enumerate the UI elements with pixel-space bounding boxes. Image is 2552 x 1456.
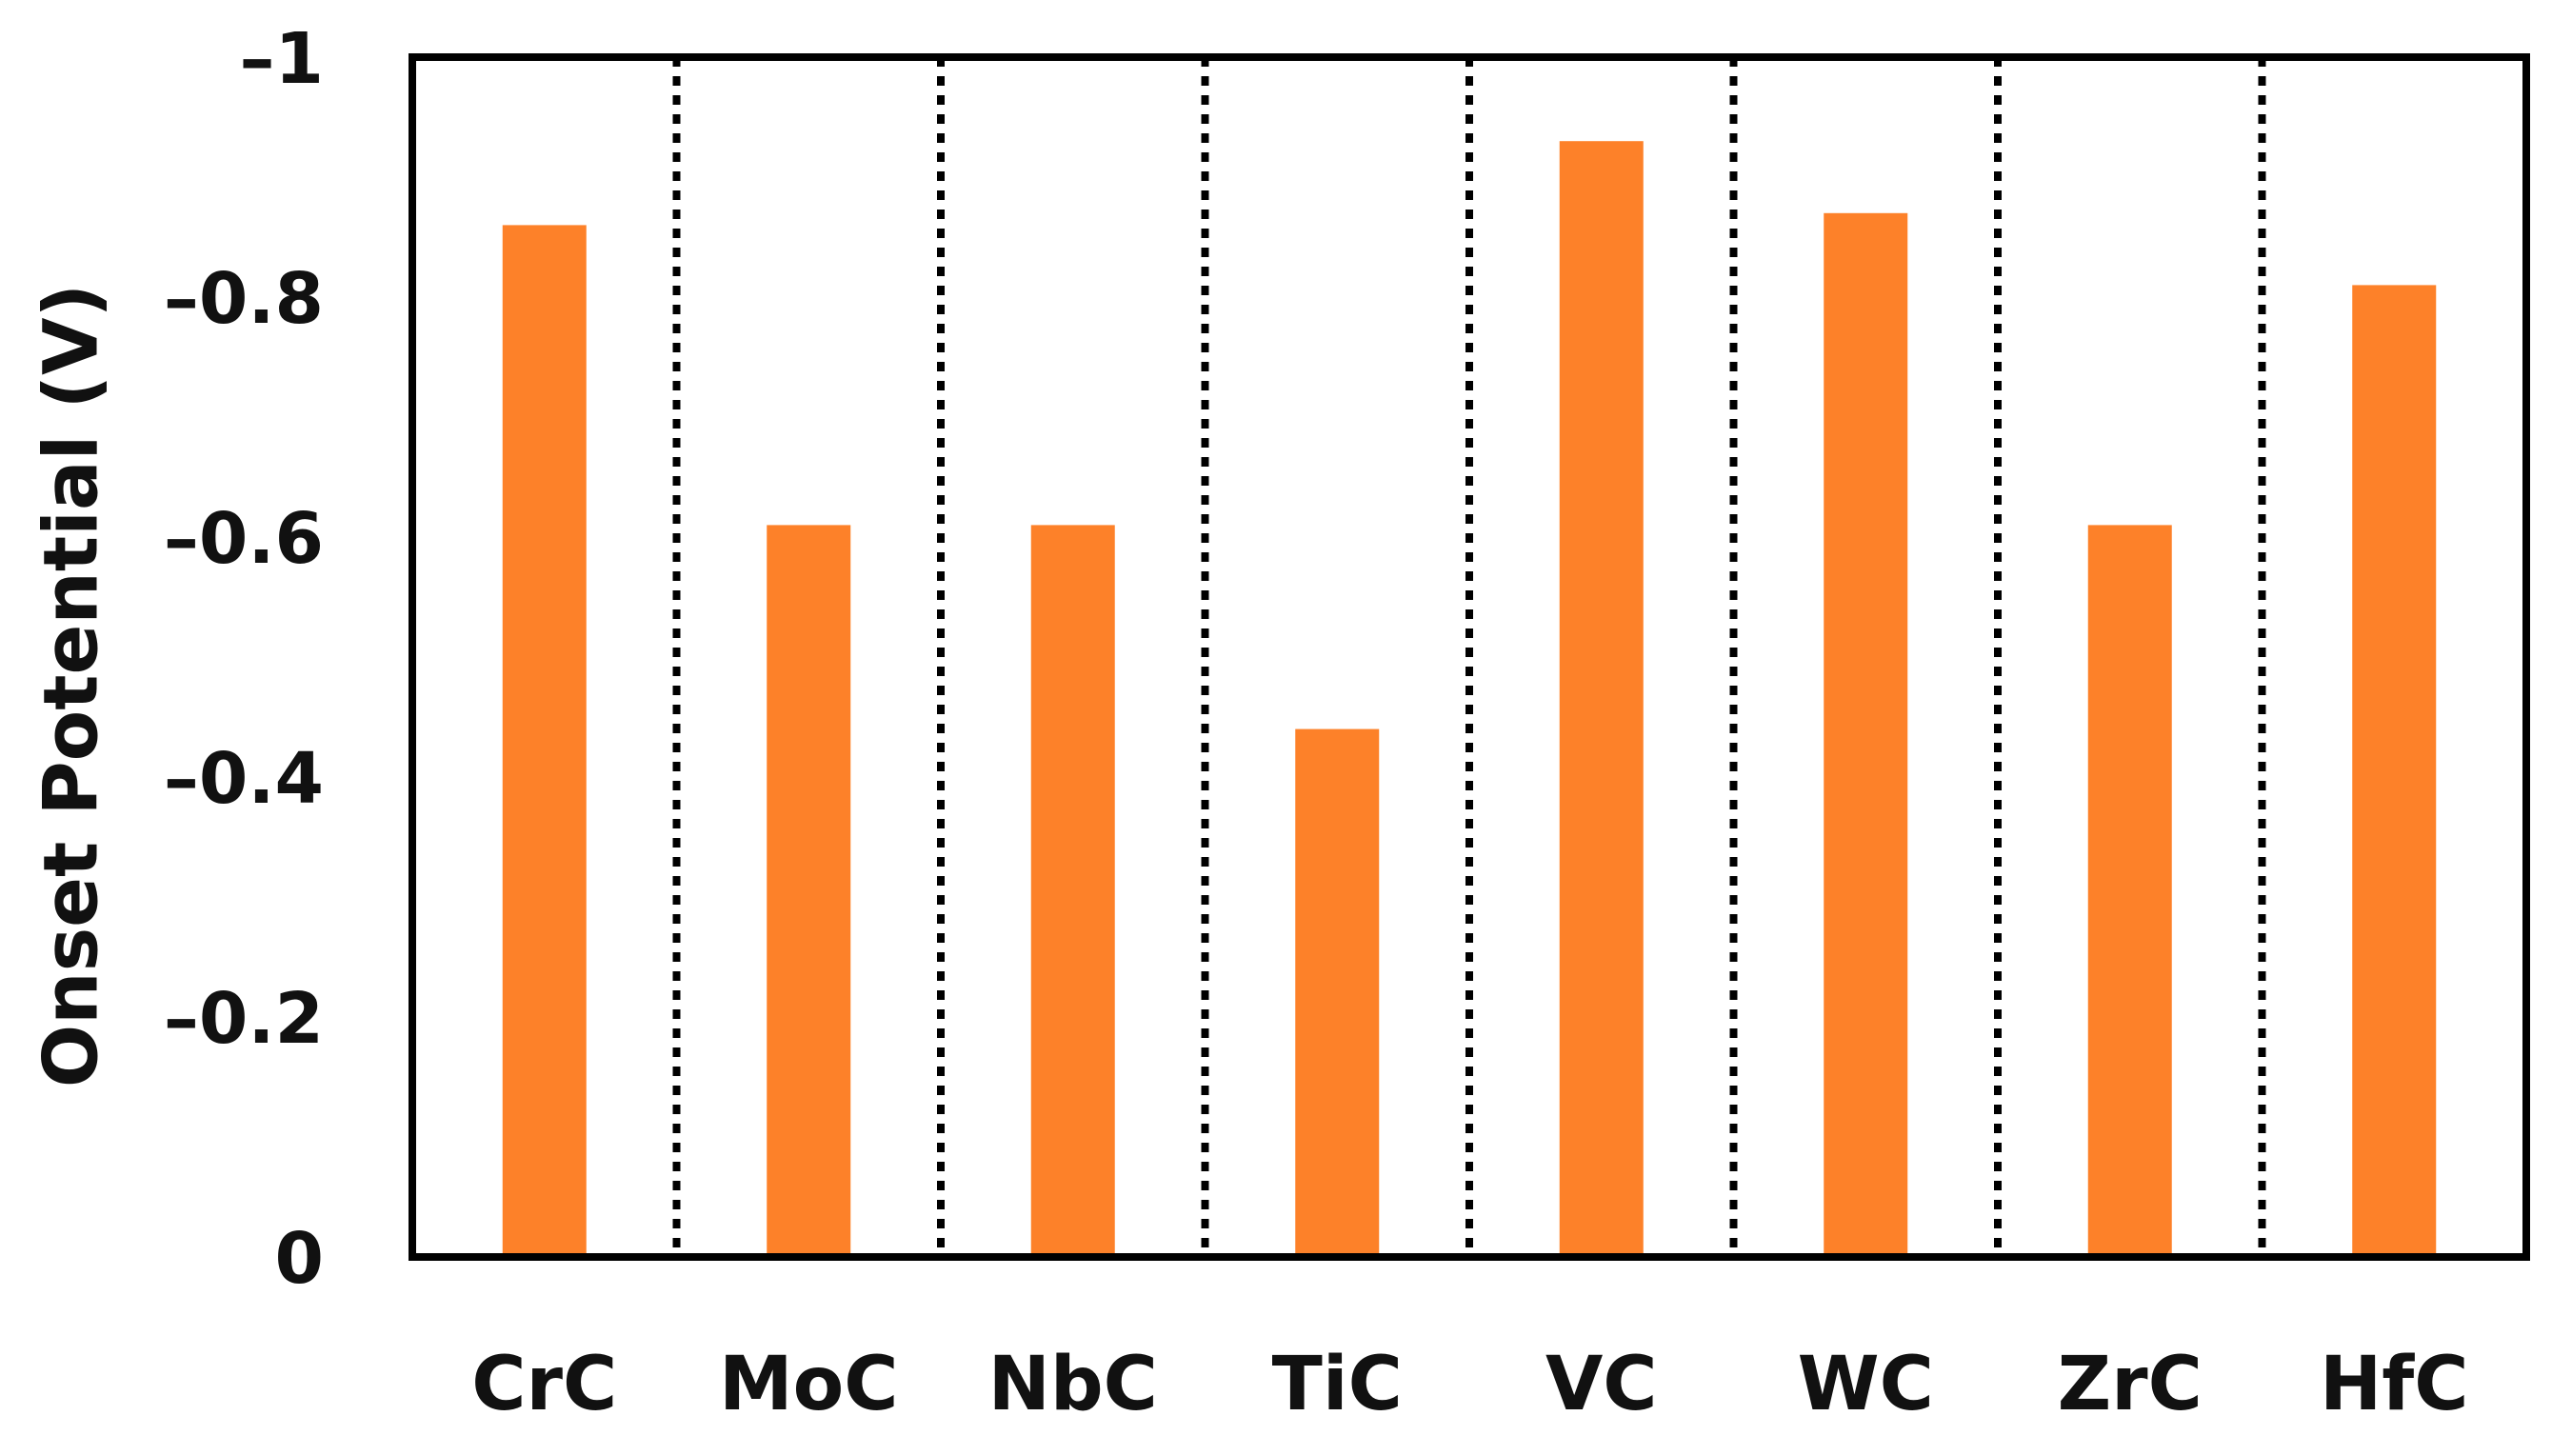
x-tick-label: VC [1545,1342,1658,1427]
x-tick-label: HfC [2320,1342,2468,1427]
y-tick-label: –0.4 [164,738,324,820]
y-axis-label: Onset Potential (V) [29,284,114,1087]
x-tick-label: NbC [988,1342,1158,1427]
x-tick-label: WC [1798,1342,1934,1427]
x-tick-label: CrC [471,1342,617,1427]
y-tick-label: –1 [240,18,325,100]
y-axis-tick-labels: 0 –0.2 –0.4 –0.6 –0.8 –1 [164,18,324,1300]
plot-area-frame [409,53,2530,1261]
bar-vc [1559,141,1644,1258]
y-tick-label: –0.8 [164,258,324,340]
bar-series [502,141,2437,1258]
bar-nbc [1030,525,1115,1257]
bar-zrc [2087,525,2172,1257]
category-separators [672,57,2266,1257]
bar-moc [767,525,851,1257]
bar-crc [502,225,587,1257]
x-axis-tick-labels: CrC MoC NbC TiC VC WC ZrC HfC [471,1342,2468,1427]
bar-hfc [2352,285,2437,1257]
bar-tic [1295,728,1380,1257]
x-tick-label: ZrC [2058,1342,2203,1427]
x-tick-label: TiC [1272,1342,1403,1427]
bar-wc [1824,212,1908,1257]
y-tick-label: –0.2 [164,978,324,1060]
y-tick-label: –0.6 [164,498,324,580]
y-tick-label: 0 [275,1218,325,1300]
x-tick-label: MoC [719,1342,898,1427]
